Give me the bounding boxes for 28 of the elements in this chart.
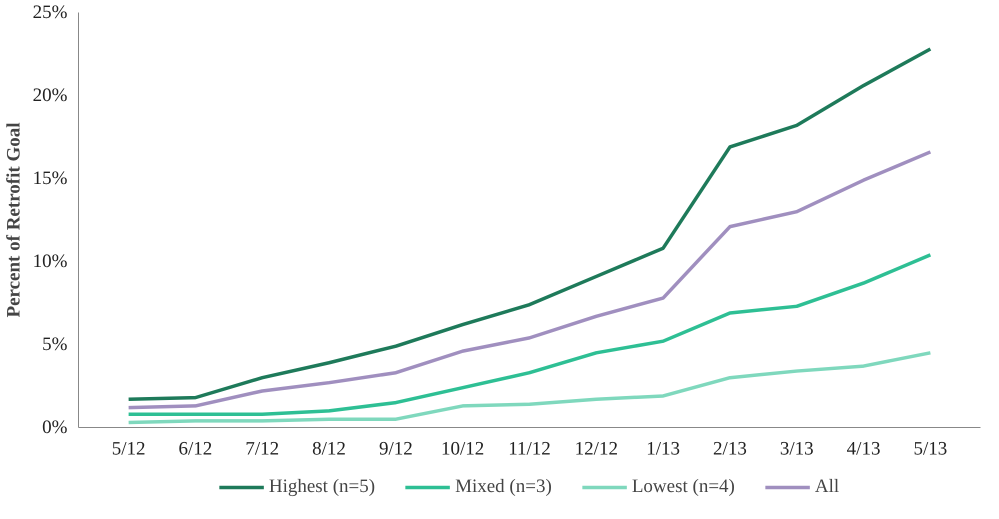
x-tick-label: 12/12 [574, 438, 618, 460]
y-tick-label: 15% [32, 168, 68, 189]
x-tick-label: 5/12 [112, 438, 146, 460]
x-tick-label: 4/13 [846, 438, 880, 460]
x-tick-label: 8/12 [312, 438, 346, 460]
line-series [126, 253, 932, 416]
legend-label: All [814, 476, 840, 498]
x-tick-label: 9/12 [378, 438, 413, 460]
x-tick-label: 3/13 [780, 438, 814, 460]
x-tick-label: 2/13 [713, 438, 747, 460]
legend-label: Lowest (n=4) [632, 476, 735, 498]
line-series [126, 47, 932, 402]
y-axis-title: Percent of Retrofit Goal [4, 122, 25, 318]
y-tick-label: 20% [32, 85, 68, 106]
y-tick-label: 25% [32, 2, 68, 23]
x-tick-label: 7/12 [245, 438, 280, 460]
y-tick-label: 0% [42, 417, 68, 438]
x-tick-label: 11/12 [508, 438, 551, 460]
x-tick-label: 6/12 [178, 438, 212, 460]
line-series [126, 351, 932, 424]
y-tick-label: 5% [42, 334, 68, 355]
legend-label: Mixed (n=3) [455, 476, 552, 498]
x-tick-label: 10/12 [441, 438, 484, 460]
line-series [126, 150, 932, 410]
legend-label: Highest (n=5) [268, 476, 376, 498]
x-tick-label: 1/13 [646, 438, 680, 460]
x-tick-label: 5/13 [914, 438, 948, 460]
y-tick-label: 10% [32, 251, 68, 272]
